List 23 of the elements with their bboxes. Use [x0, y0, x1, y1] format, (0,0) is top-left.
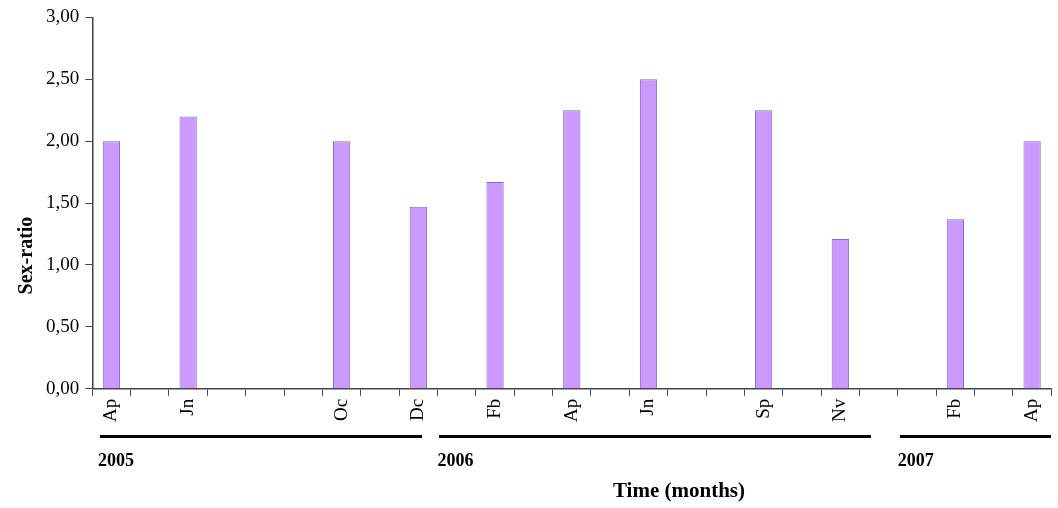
- text: 2005: [97, 450, 134, 471]
- x-tick-label: Jn: [176, 398, 198, 416]
- x-tick-label: Ap: [99, 398, 121, 423]
- x-tick-label: Ap: [1020, 398, 1042, 423]
- x-axis-title: Time (months): [612, 478, 746, 502]
- y-axis-title: Sex-ratio: [14, 216, 38, 294]
- y-tick-label: 0,00: [46, 376, 80, 398]
- x-tick-label: Fb: [943, 398, 965, 419]
- x-tick-label: Jn: [636, 398, 658, 416]
- x-tick-label: Nv: [828, 398, 850, 423]
- text: 2007: [897, 450, 934, 471]
- x-tick-label: Dc: [406, 398, 428, 421]
- y-tick-label: 3,00: [46, 5, 80, 27]
- y-tick-label: 1,00: [46, 252, 80, 274]
- y-tick-label: 2,50: [46, 67, 80, 89]
- y-tick-label: 0,50: [46, 314, 80, 336]
- text: 2006: [437, 450, 474, 471]
- y-tick-label: 2,00: [46, 129, 80, 151]
- y-tick-label: 1,50: [46, 191, 80, 213]
- x-tick-label: Sp: [751, 398, 773, 419]
- x-tick-label: Fb: [483, 398, 505, 419]
- x-tick-label: Ap: [559, 398, 581, 423]
- x-tick-label: Oc: [329, 398, 351, 421]
